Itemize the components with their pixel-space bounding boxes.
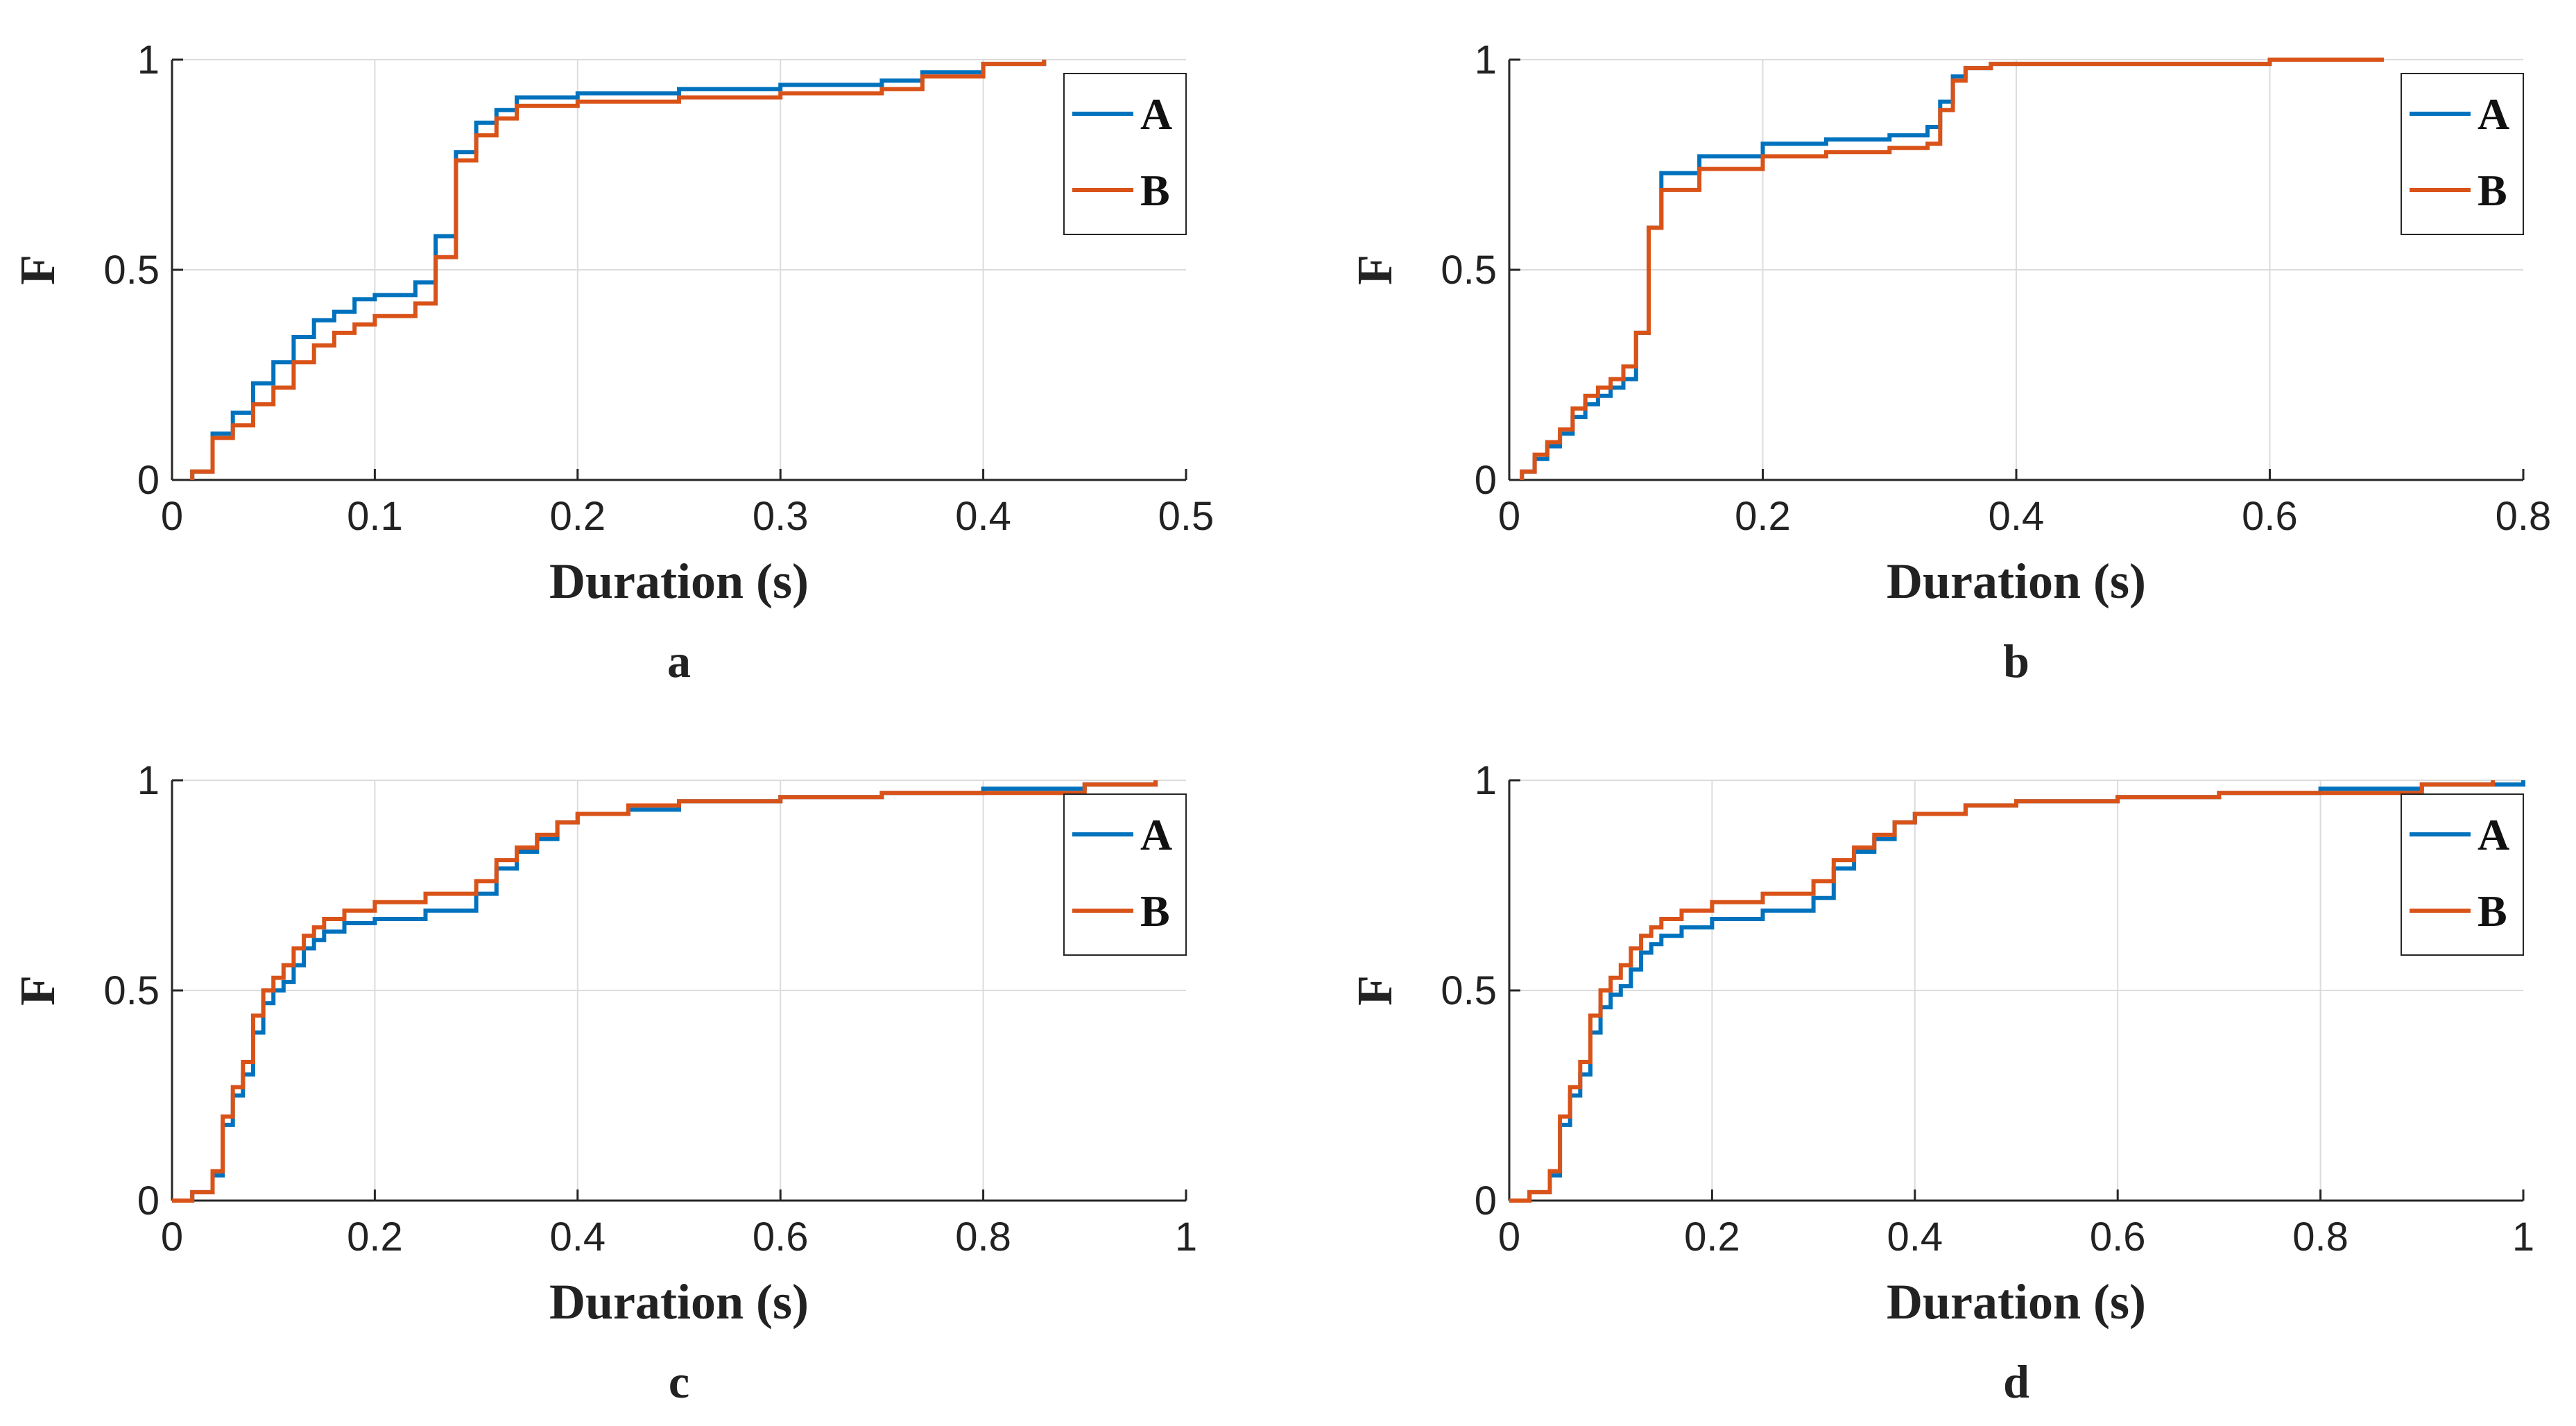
chart-panel-a: 0 0.1 0.2 0.3 0.4 0.5 0 0.5 1 Duration (s) Fa AB <box>10 37 1214 687</box>
series-b-line <box>1509 780 2496 1203</box>
x-tick-label: 0.3 <box>753 494 809 539</box>
x-tick-label: 0.8 <box>2496 494 2552 539</box>
legend-label-b: B <box>2478 166 2507 215</box>
legend-box <box>1063 793 1187 956</box>
y-axis-label: F <box>10 975 65 1006</box>
x-tick-label: 0.8 <box>2292 1214 2349 1260</box>
y-tick-label: 0.5 <box>1441 248 1497 293</box>
y-tick-label: 0 <box>1475 1178 1497 1223</box>
legend-label-a: A <box>2478 89 2509 139</box>
x-tick-label: 0 <box>161 1214 183 1260</box>
x-tick-label: 0.4 <box>1989 494 2045 539</box>
legend-label-a: A <box>1140 810 1172 859</box>
y-axis-label: F <box>1347 975 1402 1006</box>
legend-label-b: B <box>1140 886 1170 936</box>
y-tick-label: 0 <box>1475 458 1497 503</box>
x-tick-label: 1 <box>1175 1214 1197 1260</box>
y-tick-label: 0.5 <box>1441 968 1497 1013</box>
x-tick-label: 0.4 <box>549 1214 606 1260</box>
legend-box <box>2401 73 2524 235</box>
legend-box <box>2401 793 2524 956</box>
x-tick-label: 0.2 <box>549 494 606 539</box>
y-axis-label: F <box>1347 255 1402 285</box>
panel-letter: d <box>2003 1355 2029 1408</box>
chart-panel-d: 0 0.2 0.4 0.6 0.8 1 0 0.5 1 Duration (s) Fd AB <box>1347 758 2534 1408</box>
x-axis-label: Duration (s) <box>549 553 809 609</box>
chart-panel-c: 0 0.2 0.4 0.6 0.8 1 0 0.5 1 Duration (s) Fc AB <box>10 758 1197 1408</box>
x-axis-label: Duration (s) <box>549 1274 809 1330</box>
y-tick-label: 1 <box>1475 37 1497 83</box>
legend-label-a: A <box>1140 89 1172 139</box>
x-tick-label: 0 <box>1498 1214 1520 1260</box>
x-tick-label: 0.4 <box>955 494 1011 539</box>
x-tick-label: 0.6 <box>2090 1214 2146 1260</box>
series-b-line <box>172 780 1158 1203</box>
legend-label-b: B <box>1140 166 1170 215</box>
panel-letter: c <box>669 1355 689 1408</box>
legend: AB <box>2401 793 2524 956</box>
x-tick-label: 0.2 <box>1684 1214 1740 1260</box>
x-tick-label: 0.6 <box>753 1214 809 1260</box>
x-tick-label: 1 <box>2512 1214 2534 1260</box>
y-axis-label: F <box>10 255 65 285</box>
y-tick-label: 0 <box>137 1178 160 1223</box>
y-tick-label: 1 <box>137 758 160 803</box>
x-axis-label: Duration (s) <box>1887 1274 2146 1330</box>
legend: AB <box>1063 73 1187 235</box>
x-tick-label: 0.8 <box>955 1214 1011 1260</box>
y-tick-label: 0.5 <box>103 248 160 293</box>
legend-label-b: B <box>2478 886 2507 936</box>
y-tick-label: 1 <box>1475 758 1497 803</box>
series-b-line <box>190 60 1047 480</box>
x-tick-label: 0.4 <box>1887 1214 1943 1260</box>
x-tick-label: 0 <box>1498 494 1520 539</box>
y-tick-label: 1 <box>137 37 160 83</box>
x-tick-label: 0.5 <box>1158 494 1214 539</box>
panel-letter: a <box>667 635 691 687</box>
series-b-line <box>1520 58 2384 480</box>
x-tick-label: 0.2 <box>1735 494 1791 539</box>
y-tick-label: 0.5 <box>103 968 160 1013</box>
x-tick-label: 0.6 <box>2242 494 2298 539</box>
x-tick-label: 0.1 <box>347 494 403 539</box>
legend-box <box>1063 73 1187 235</box>
legend-label-a: A <box>2478 810 2509 859</box>
panel-letter: b <box>2003 635 2029 687</box>
x-tick-label: 0 <box>161 494 183 539</box>
legend: AB <box>1063 793 1187 956</box>
y-tick-label: 0 <box>137 458 160 503</box>
x-axis-label: Duration (s) <box>1887 553 2146 609</box>
legend: AB <box>2401 73 2524 235</box>
chart-panel-b: 0 0.2 0.4 0.6 0.8 0 0.5 1 Duration (s) Fb AB <box>1347 37 2551 687</box>
x-tick-label: 0.2 <box>347 1214 403 1260</box>
